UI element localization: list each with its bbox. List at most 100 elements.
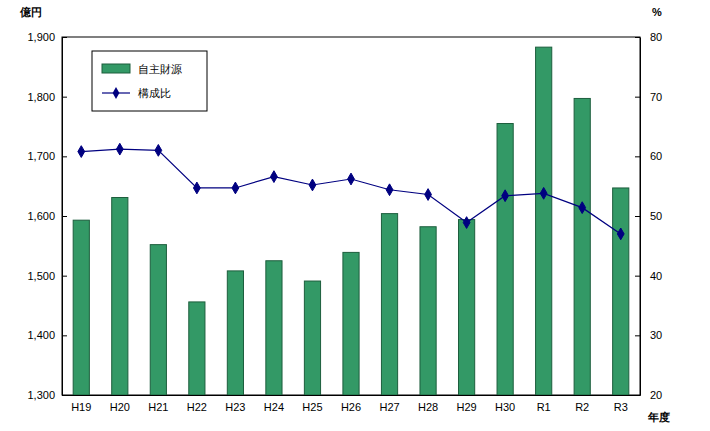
x-tick: H22 xyxy=(187,395,207,413)
bar xyxy=(150,245,166,395)
y-axis-title: 億円 xyxy=(19,6,42,18)
bar xyxy=(189,302,205,395)
x-tick: H25 xyxy=(302,395,322,413)
plot-frame xyxy=(62,37,640,395)
bar xyxy=(613,188,629,395)
x-tick: H27 xyxy=(379,395,399,413)
y2-tick-label: 50 xyxy=(650,210,662,222)
x-axis-line xyxy=(63,395,641,396)
marker xyxy=(463,217,470,229)
x-tick: R1 xyxy=(537,395,551,413)
marker xyxy=(617,228,624,240)
x-tick: R2 xyxy=(575,395,589,413)
marker xyxy=(309,179,316,191)
bar xyxy=(574,98,590,395)
legend-marker xyxy=(113,87,120,99)
line xyxy=(81,149,620,234)
marker xyxy=(540,187,547,199)
y-tick-label: 1,700 xyxy=(27,150,55,162)
x-tick-label: H20 xyxy=(110,401,130,413)
x-tick: H21 xyxy=(148,395,168,413)
y2-tick-mark xyxy=(635,156,640,157)
y2-tick: 80 xyxy=(635,31,662,43)
bar xyxy=(304,281,320,395)
x-tick-label: R3 xyxy=(614,401,628,413)
x-tick: H28 xyxy=(418,395,438,413)
marks xyxy=(73,47,629,395)
x-tick-label: H21 xyxy=(148,401,168,413)
y-tick: 1,400 xyxy=(27,329,67,341)
y-tick-label: 1,300 xyxy=(27,389,55,401)
y-tick: 1,700 xyxy=(27,150,67,162)
y2-tick-label: 20 xyxy=(650,389,662,401)
x-tick: H19 xyxy=(71,395,91,413)
y2-tick-label: 60 xyxy=(650,150,662,162)
y-tick-mark xyxy=(62,395,67,396)
bar xyxy=(536,47,552,395)
legend-label: 自主財源 xyxy=(138,63,182,75)
bar xyxy=(497,124,513,395)
y-tick-mark xyxy=(62,335,67,336)
legend-box xyxy=(92,51,207,111)
marker xyxy=(193,182,200,194)
y2-tick-label: 70 xyxy=(650,91,662,103)
y2-tick-mark xyxy=(635,97,640,98)
legend-swatch xyxy=(102,64,130,73)
y2-tick: 70 xyxy=(635,91,662,103)
y2-tick: 30 xyxy=(635,329,662,341)
y-tick-label: 1,400 xyxy=(27,329,55,341)
bar xyxy=(266,261,282,395)
bar xyxy=(227,271,243,395)
marker xyxy=(425,189,432,201)
x-tick-label: H19 xyxy=(71,401,91,413)
legend-label: 構成比 xyxy=(138,87,171,99)
bar xyxy=(343,252,359,395)
y-tick-mark xyxy=(62,97,67,98)
bar xyxy=(420,227,436,395)
x-tick-label: H22 xyxy=(187,401,207,413)
legend: 自主財源構成比 xyxy=(92,51,207,111)
marker xyxy=(386,184,393,196)
y-tick-label: 1,600 xyxy=(27,210,55,222)
y2-tick-mark xyxy=(635,335,640,336)
y-tick-label: 1,800 xyxy=(27,91,55,103)
marker xyxy=(78,146,85,158)
y2-tick-mark xyxy=(635,216,640,217)
y2-tick-label: 80 xyxy=(650,31,662,43)
y-tick-mark xyxy=(62,276,67,277)
y2-tick: 20 xyxy=(635,389,662,401)
bar xyxy=(459,220,475,395)
marker xyxy=(348,173,355,185)
x-tick-label: R1 xyxy=(537,401,551,413)
y-tick-mark xyxy=(62,37,67,38)
x-tick-label: H30 xyxy=(495,401,515,413)
x-tick-label: H27 xyxy=(379,401,399,413)
bar xyxy=(381,214,397,395)
y-tick-label: 1,500 xyxy=(27,270,55,282)
y2-axis-line xyxy=(640,38,641,396)
x-tick: R3 xyxy=(614,395,628,413)
y2-axis: 20 30 40 50 60 70 80 xyxy=(635,31,662,401)
marker xyxy=(116,143,123,155)
y-tick: 1,800 xyxy=(27,91,67,103)
x-tick: H24 xyxy=(264,395,284,413)
x-tick-label: H24 xyxy=(264,401,284,413)
x-tick: H29 xyxy=(457,395,477,413)
y-tick: 1,600 xyxy=(27,210,67,222)
y-axis: 1,300 1,400 1,500 1,600 1,700 1,800 1,900 xyxy=(27,31,67,401)
marker xyxy=(155,144,162,156)
x-tick: H20 xyxy=(110,395,130,413)
x-tick-label: H28 xyxy=(418,401,438,413)
x-tick-label: H29 xyxy=(457,401,477,413)
y2-tick-mark xyxy=(635,395,640,396)
x-axis-title: 年度 xyxy=(647,411,670,423)
y2-axis-title: % xyxy=(652,6,662,18)
bar xyxy=(112,198,128,395)
x-tick: H26 xyxy=(341,395,361,413)
y2-tick-label: 30 xyxy=(650,329,662,341)
y-tick: 1,900 xyxy=(27,31,67,43)
x-tick-label: H25 xyxy=(302,401,322,413)
y2-tick-mark xyxy=(635,37,640,38)
y-tick-mark xyxy=(62,156,67,157)
y2-tick: 40 xyxy=(635,270,662,282)
